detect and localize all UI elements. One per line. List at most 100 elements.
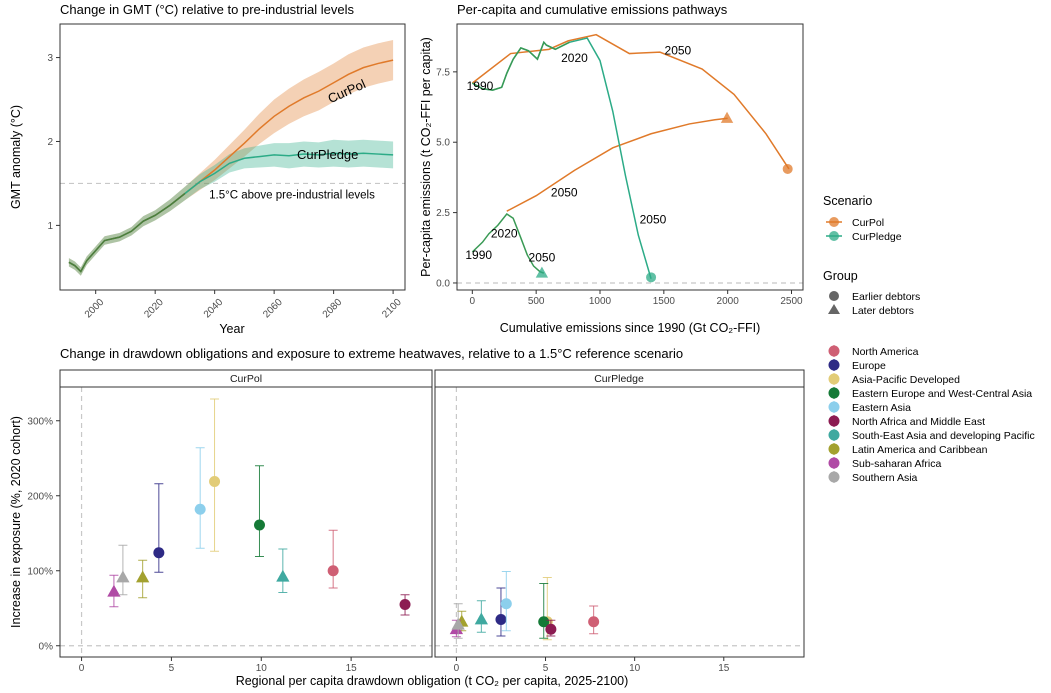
year-label-2020-4: 2020 xyxy=(491,227,518,241)
legend-label-asia-pacific-developed: Asia-Pacific Developed xyxy=(852,374,960,386)
uncertainty-band-curpol xyxy=(68,39,394,276)
pathways-y-axis-label: Per-capita emissions (t CO₂-FFI per capi… xyxy=(419,37,433,277)
x-tick-label-10: 10 xyxy=(629,663,641,674)
legend-label-europe: Europe xyxy=(852,360,886,372)
pathways-panel-border xyxy=(456,23,804,291)
point-north-america xyxy=(327,565,339,577)
facet-label-curpledge: CurPledge xyxy=(594,373,644,385)
point-southern-asia xyxy=(116,570,130,583)
x-tick-label-0: 0 xyxy=(79,663,85,674)
year-label-2050-5: 2050 xyxy=(529,251,556,265)
legend-curpledge-dot xyxy=(829,231,839,241)
pathway-historical-earlier xyxy=(471,40,570,91)
x-tick-label-2020: 2020 xyxy=(142,297,166,321)
legend-earlier-debtors-label: Earlier debtors xyxy=(852,291,920,303)
legend-swatch-southern-asia xyxy=(828,471,840,483)
point-eastern-asia xyxy=(500,598,512,610)
point-southern-asia xyxy=(451,617,465,630)
legend-swatch-north-africa-and-middle-east xyxy=(828,415,840,427)
legend-circle-marker xyxy=(829,291,839,301)
year-label-2050-7: 2050 xyxy=(640,213,667,227)
point-north-africa-and-middle-east xyxy=(399,599,411,610)
pathway-curpledge-earlier-debtors xyxy=(471,37,652,279)
pathways-chart: 1990 2020 2050 1990 2020 2050 2050 2050 0 500 1000… xyxy=(436,33,803,307)
point-eastern-europe-and-west-central-asia xyxy=(538,616,550,628)
point-latin-america-and-caribbean xyxy=(136,570,150,583)
year-label-1990-0: 1990 xyxy=(467,79,494,93)
gmt-x-axis-label: Year xyxy=(219,322,244,336)
pathway-curpol-earlier-debtors xyxy=(471,33,790,170)
y-tick-label-0.0: 0.0 xyxy=(436,278,450,289)
legend-label-south-east-asia-and-developing-pacific: South-East Asia and developing Pacific xyxy=(852,430,1035,442)
group-legend-title: Group xyxy=(823,269,858,283)
x-tick-label-500: 500 xyxy=(528,296,545,307)
y-tick-label-1: 1 xyxy=(47,221,53,232)
endpoint-curpledge-earlier-debtors xyxy=(646,272,657,283)
legend-label-eastern-asia: Eastern Asia xyxy=(852,402,911,414)
gmt-chart-title: Change in GMT (°C) relative to pre-indus… xyxy=(60,2,354,17)
exposure-chart-title: Change in drawdown obligations and expos… xyxy=(60,346,683,361)
y-tick-label-2: 2 xyxy=(47,137,53,148)
legend-later-debtors-label: Later debtors xyxy=(852,305,914,317)
y-tick-label-3: 3 xyxy=(47,53,53,64)
facet-curpledge: 0 5 10 15 xyxy=(435,387,804,674)
x-tick-label-1500: 1500 xyxy=(653,296,676,307)
legend-curpol-dot xyxy=(829,217,839,227)
facet-label-curpol: CurPol xyxy=(230,373,262,385)
point-eastern-asia xyxy=(194,503,206,515)
scenario-legend: Scenario CurPol CurPledge xyxy=(823,194,902,243)
x-tick-label-2000: 2000 xyxy=(83,297,107,321)
point-eastern-europe-and-west-central-asia xyxy=(253,519,265,531)
legend-swatch-eastern-europe-and-west-central-asia xyxy=(828,387,840,399)
y-tick-label-200: 200% xyxy=(27,491,53,502)
legend-swatch-south-east-asia-and-developing-pacific xyxy=(828,429,840,441)
x-tick-label-2100: 2100 xyxy=(380,297,404,321)
gmt-panel-border xyxy=(59,23,406,291)
legend-swatch-eastern-asia xyxy=(828,401,840,413)
scenario-legend-title: Scenario xyxy=(823,194,872,208)
legend-swatch-sub-saharan-africa xyxy=(828,457,840,469)
x-tick-label-15: 15 xyxy=(718,663,730,674)
exposure-y-axis-label: Increase in exposure (%, 2020 cohort) xyxy=(9,416,23,628)
x-tick-label-15: 15 xyxy=(346,663,358,674)
legend-swatch-asia-pacific-developed xyxy=(828,373,840,385)
legend-swatch-latin-america-and-caribbean xyxy=(828,443,840,455)
curpledge-inline-label: CurPledge xyxy=(297,147,358,162)
point-sub-saharan-africa xyxy=(107,584,121,597)
x-tick-label-2000: 2000 xyxy=(717,296,740,307)
historical-line xyxy=(68,192,186,273)
pathways-x-axis-label: Cumulative emissions since 1990 (Gt CO₂-… xyxy=(500,321,760,335)
exposure-x-axis-label: Regional per capita drawdown obligation … xyxy=(236,674,629,688)
legend-label-north-africa-and-middle-east: North Africa and Middle East xyxy=(852,416,985,428)
legend-label-eastern-europe-and-west-central-asia: Eastern Europe and West-Central Asia xyxy=(852,388,1032,400)
x-tick-label-5: 5 xyxy=(169,663,175,674)
year-label-2050-6: 2050 xyxy=(551,185,578,199)
region-legend: North America Europe Asia-Pacific Develope… xyxy=(828,345,1035,484)
reference-line-label: 1.5°C above pre-industrial levels xyxy=(209,189,375,201)
x-tick-label-2040: 2040 xyxy=(202,297,226,321)
pathway-curpledge-later-debtors xyxy=(471,212,545,274)
facet-curpol: 0 5 10 15 xyxy=(60,387,432,674)
y-tick-label-300: 300% xyxy=(27,416,53,427)
year-label-2020-1: 2020 xyxy=(561,51,588,65)
legend-label-sub-saharan-africa: Sub-saharan Africa xyxy=(852,458,941,470)
pathway-curpol-later-debtors xyxy=(506,117,728,212)
group-legend: Group Earlier debtors Later debtors xyxy=(823,269,920,317)
point-europe xyxy=(495,614,507,625)
point-north-africa-and-middle-east xyxy=(545,623,557,635)
y-tick-label-0: 0% xyxy=(39,641,54,652)
endpoint-curpol-later-debtors xyxy=(720,111,734,123)
legend-label-latin-america-and-caribbean: Latin America and Caribbean xyxy=(852,444,988,456)
x-tick-label-2500: 2500 xyxy=(780,296,803,307)
point-europe xyxy=(153,547,165,559)
year-label-1990-3: 1990 xyxy=(465,248,492,262)
y-tick-label-5.0: 5.0 xyxy=(436,138,450,149)
pathways-chart-title: Per-capita and cumulative emissions path… xyxy=(457,2,728,17)
point-asia-pacific-developed xyxy=(209,476,221,487)
legend-curpledge-label: CurPledge xyxy=(852,231,902,243)
y-tick-label-100: 100% xyxy=(27,566,53,577)
y-tick-label-2.5: 2.5 xyxy=(436,208,450,219)
year-label-2050-2: 2050 xyxy=(665,44,692,58)
gmt-y-axis-label: GMT anomaly (°C) xyxy=(9,105,23,209)
